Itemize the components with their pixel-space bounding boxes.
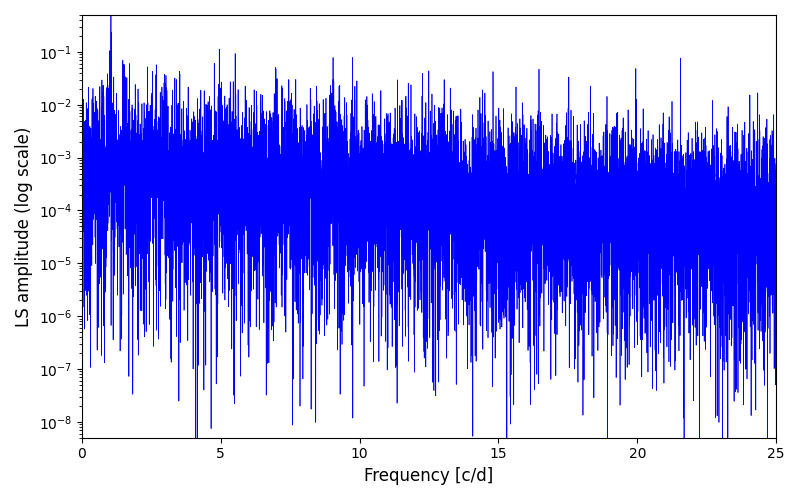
X-axis label: Frequency [c/d]: Frequency [c/d]	[364, 467, 494, 485]
Y-axis label: LS amplitude (log scale): LS amplitude (log scale)	[15, 126, 33, 326]
